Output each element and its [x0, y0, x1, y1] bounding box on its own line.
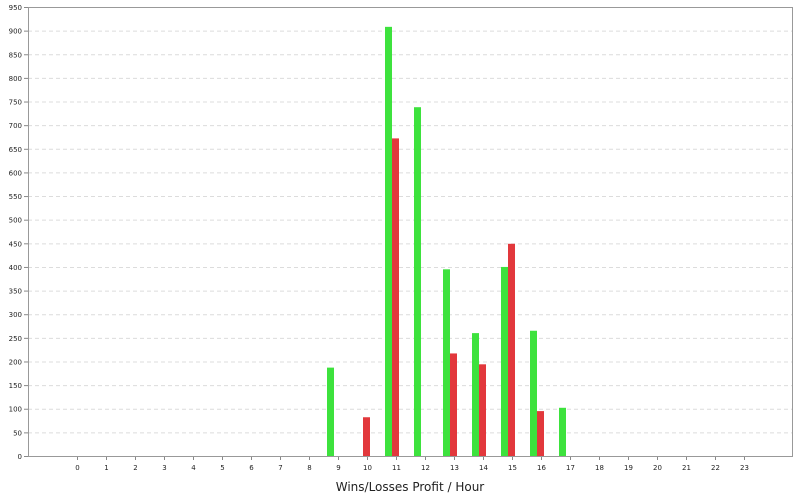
bar [530, 330, 537, 456]
y-tick-label: 0 [18, 453, 22, 461]
bar [508, 243, 515, 456]
bar [363, 417, 370, 456]
bar [559, 407, 566, 456]
x-tick-label: 11 [392, 464, 401, 472]
bar [479, 364, 486, 456]
x-tick-label: 7 [278, 464, 282, 472]
x-tick-label: 9 [336, 464, 340, 472]
plot-area [28, 7, 792, 456]
y-tick-label: 250 [9, 335, 22, 343]
x-tick-label: 20 [653, 464, 662, 472]
bar [443, 269, 450, 456]
y-tick-label: 50 [13, 429, 22, 437]
x-tick-label: 3 [162, 464, 166, 472]
axes [24, 7, 793, 460]
y-tick-label: 500 [9, 217, 22, 225]
y-tick-label: 450 [9, 240, 22, 248]
y-tick-label: 300 [9, 311, 22, 319]
x-tick-label: 23 [740, 464, 749, 472]
y-tick-label: 150 [9, 382, 22, 390]
x-tick-label: 22 [711, 464, 720, 472]
bar [472, 333, 479, 456]
x-tick-label: 1 [104, 464, 108, 472]
y-tick-label: 200 [9, 358, 22, 366]
y-tick-label: 700 [9, 122, 22, 130]
y-tick-label: 550 [9, 193, 22, 201]
bar [450, 353, 457, 456]
x-tick-label: 16 [537, 464, 546, 472]
bar [501, 266, 508, 456]
x-tick-label: 5 [220, 464, 224, 472]
bar [537, 411, 544, 456]
x-tick-label: 18 [595, 464, 604, 472]
bar [385, 26, 392, 457]
x-axis-label: Wins/Losses Profit / Hour [336, 480, 485, 494]
x-tick-labels: 0 1 2 3 4 5 6 7 8 9 10 11 12 13 14 15 16 17 18 19 20 21 22 23 [75, 464, 749, 472]
y-tick-label: 600 [9, 169, 22, 177]
y-tick-label: 850 [9, 51, 22, 59]
x-tick-label: 21 [682, 464, 691, 472]
y-tick-label: 650 [9, 146, 22, 154]
x-tick-label: 12 [421, 464, 430, 472]
y-tick-label: 750 [9, 99, 22, 107]
bar [327, 367, 334, 456]
x-tick-label: 8 [307, 464, 311, 472]
x-tick-label: 10 [363, 464, 372, 472]
plot-frame [28, 7, 793, 457]
bar [414, 107, 421, 457]
y-tick-labels: 0 50 100 150 200 250 300 350 400 450 500 550 600 650 7… [9, 4, 22, 461]
x-tick-label: 19 [624, 464, 633, 472]
x-tick-label: 15 [508, 464, 517, 472]
y-tick-label: 800 [9, 75, 22, 83]
y-tick-label: 900 [9, 28, 22, 36]
bars [327, 26, 566, 457]
x-tick-label: 17 [566, 464, 575, 472]
x-tick-label: 6 [249, 464, 254, 472]
x-tick-label: 4 [191, 464, 196, 472]
x-tick-label: 14 [479, 464, 488, 472]
bar [392, 138, 399, 456]
x-tick-label: 13 [450, 464, 459, 472]
x-tick-label: 2 [133, 464, 137, 472]
gridlines [28, 7, 792, 456]
y-tick-label: 350 [9, 288, 22, 296]
y-tick-label: 100 [9, 406, 22, 414]
y-tick-label: 950 [9, 4, 22, 12]
x-tick-label: 0 [75, 464, 79, 472]
y-tick-label: 400 [9, 264, 22, 272]
